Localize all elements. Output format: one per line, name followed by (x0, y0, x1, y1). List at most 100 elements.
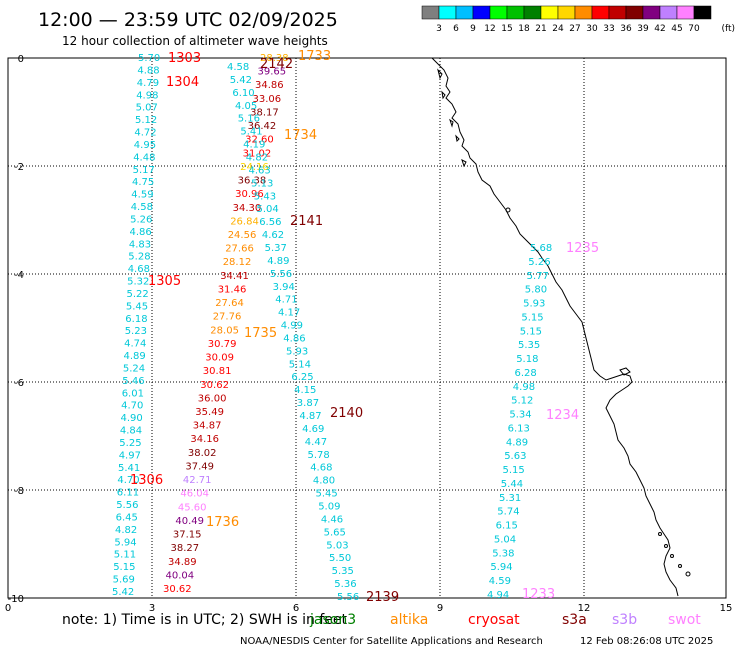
wave-height-value: 45.60 (178, 502, 207, 513)
wave-height-value: 4.95 (134, 140, 156, 151)
wave-height-value: 6.01 (122, 388, 144, 399)
wave-height-value: 24.16 (240, 162, 269, 173)
wave-height-value: 5.04 (257, 204, 279, 215)
wave-height-value: 6.11 (117, 488, 139, 499)
colorbar-swatch (625, 5, 644, 20)
wave-height-value: 37.15 (173, 530, 202, 541)
wave-height-value: 4.68 (310, 463, 332, 474)
wave-height-value: 30.96 (235, 189, 264, 200)
wave-height-value: 6.28 (515, 368, 537, 379)
pass-time-label: 1735 (244, 326, 277, 341)
wave-height-value: 5.93 (523, 299, 545, 310)
wave-height-value: 4.79 (137, 78, 159, 89)
wave-height-value: 4.47 (305, 437, 327, 448)
wave-height-value: 30.62 (163, 584, 192, 595)
satellite-legend-swot: swot (668, 612, 701, 628)
wave-height-value: 4.71 (275, 295, 297, 306)
wave-height-value: 5.09 (318, 502, 340, 513)
wave-height-value: 6.10 (232, 88, 254, 99)
colorbar-label: 15 (501, 24, 512, 34)
wave-height-value: 33.06 (253, 94, 282, 105)
map-subtitle: 12 hour collection of altimeter wave hei… (62, 34, 328, 48)
wave-height-value: 4.15 (294, 385, 316, 396)
y-tick-label: -2 (14, 162, 24, 173)
pass-time-label: 1733 (298, 49, 331, 64)
wave-height-value: 30.62 (200, 380, 229, 391)
wave-height-value: 5.31 (499, 493, 521, 504)
wave-height-value: 4.94 (487, 590, 509, 601)
wave-height-value: 5.43 (254, 191, 276, 202)
wave-height-value: 27.64 (215, 298, 244, 309)
coastline (431, 57, 691, 597)
wave-height-value: 38.17 (250, 108, 279, 119)
wave-height-value: 5.12 (511, 396, 533, 407)
wave-height-value: 3.94 (273, 282, 295, 293)
wave-height-value: 36.38 (238, 176, 267, 187)
wave-height-value: 4.89 (267, 256, 289, 267)
wave-height-value: 5.07 (136, 103, 158, 114)
y-tick-label: -8 (14, 486, 24, 497)
wave-height-value: 6.25 (291, 372, 313, 383)
wave-height-value: 5.14 (289, 359, 311, 370)
wave-height-value: 5.18 (516, 354, 538, 365)
wave-height-value: 4.62 (262, 230, 284, 241)
wave-height-value: 5.56 (270, 269, 292, 280)
wave-height-value: 36.00 (198, 393, 227, 404)
colorbar-label: 3 (436, 24, 442, 34)
colorbar-label: 12 (484, 24, 495, 34)
colorbar-swatch (540, 5, 559, 20)
wave-height-value: 4.68 (128, 264, 150, 275)
x-tick-label: 6 (293, 603, 299, 614)
x-tick-label: 9 (437, 603, 443, 614)
satellite-legend-s3b: s3b (612, 612, 637, 628)
wave-height-value: 4.74 (124, 339, 146, 350)
wave-height-value: 27.76 (213, 312, 242, 323)
wave-height-value: 5.41 (118, 463, 140, 474)
pass-time-label: 2141 (290, 214, 323, 229)
wave-height-value: 26.84 (230, 216, 259, 227)
wave-height-value: 5.94 (490, 562, 512, 573)
wave-height-value: 5.50 (329, 553, 351, 564)
wave-height-value: 34.86 (255, 80, 284, 91)
wave-height-value: 5.42 (230, 75, 252, 86)
colorbar-swatch (591, 5, 610, 20)
map-title: 12:00 — 23:59 UTC 02/09/2025 (38, 9, 338, 31)
wave-height-value: 5.56 (116, 500, 138, 511)
wave-height-value: 5.22 (127, 289, 149, 300)
wave-height-value: 4.87 (299, 411, 321, 422)
colorbar-swatch (693, 5, 712, 20)
wave-height-value: 5.25 (119, 438, 141, 449)
wave-height-value: 30.81 (203, 366, 232, 377)
wave-height-value: 4.72 (134, 128, 156, 139)
wave-height-value: 5.77 (527, 271, 549, 282)
colorbar-label: 27 (569, 24, 580, 34)
colorbar-swatch (557, 5, 576, 20)
colorbar-swatch (421, 5, 440, 20)
wave-height-value: 5.24 (123, 364, 145, 375)
colorbar-swatch (574, 5, 593, 20)
wave-height-value: 5.69 (113, 575, 135, 586)
colorbar-label: 6 (453, 24, 459, 34)
wave-height-value: 4.99 (281, 321, 303, 332)
wave-height-value: 4.58 (131, 202, 153, 213)
satellite-legend-cryosat: cryosat (468, 612, 520, 628)
pass-time-label: 2142 (260, 57, 293, 72)
pass-time-label: 1304 (166, 75, 199, 90)
pass-time-label: 1734 (284, 128, 317, 143)
y-tick-label: -10 (8, 594, 24, 605)
wave-height-value: 5.17 (133, 165, 155, 176)
wave-height-value: 4.80 (313, 476, 335, 487)
wave-height-value: 4.82 (115, 525, 137, 536)
wave-height-value: 5.94 (114, 537, 136, 548)
wave-height-value: 6.56 (259, 217, 281, 228)
y-tick-label: 0 (18, 54, 24, 65)
wave-height-value: 5.70 (138, 53, 160, 64)
wave-height-value: 4.19 (243, 140, 265, 151)
wave-height-value: 4.05 (235, 101, 257, 112)
wave-height-value: 38.27 (171, 543, 200, 554)
wave-height-value: 5.16 (238, 114, 260, 125)
wave-height-value: 4.88 (137, 65, 159, 76)
pass-time-label: 1736 (206, 515, 239, 530)
wave-height-value: 38.02 (188, 448, 217, 459)
wave-height-value: 4.59 (131, 190, 153, 201)
